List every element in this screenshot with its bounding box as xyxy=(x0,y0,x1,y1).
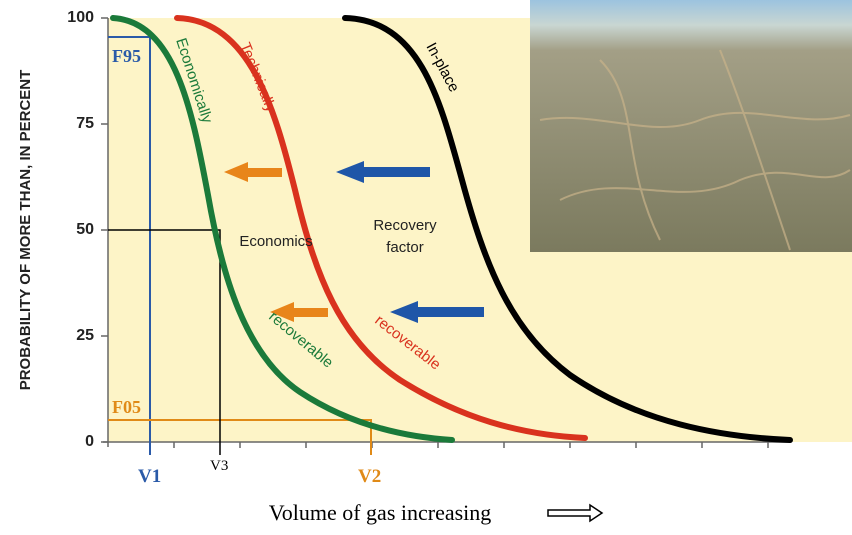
annotation: F95 xyxy=(112,46,141,66)
annotation: factor xyxy=(386,239,424,256)
x-axis-title: Volume of gas increasing xyxy=(269,500,492,525)
annotation: Economics xyxy=(239,233,312,250)
y-tick-label: 50 xyxy=(76,221,94,238)
aerial-photo xyxy=(530,0,852,252)
y-tick-label: 25 xyxy=(76,327,94,344)
y-tick-label: 75 xyxy=(76,115,94,132)
annotation: F05 xyxy=(112,397,141,417)
y-axis-title: PROBABILITY OF MORE THAN, IN PERCENT xyxy=(17,70,34,391)
x-ticks xyxy=(174,442,768,448)
annotation: V1 xyxy=(138,466,161,487)
annotation: Recovery xyxy=(373,217,437,234)
y-tick-label: 100 xyxy=(67,9,94,26)
annotation: V3 xyxy=(210,458,228,474)
x-direction-arrow xyxy=(548,505,602,521)
chart: PROBABILITY OF MORE THAN, IN PERCENT Vol… xyxy=(0,0,852,535)
y-tick-label: 0 xyxy=(85,433,94,450)
annotation: V2 xyxy=(358,466,381,487)
